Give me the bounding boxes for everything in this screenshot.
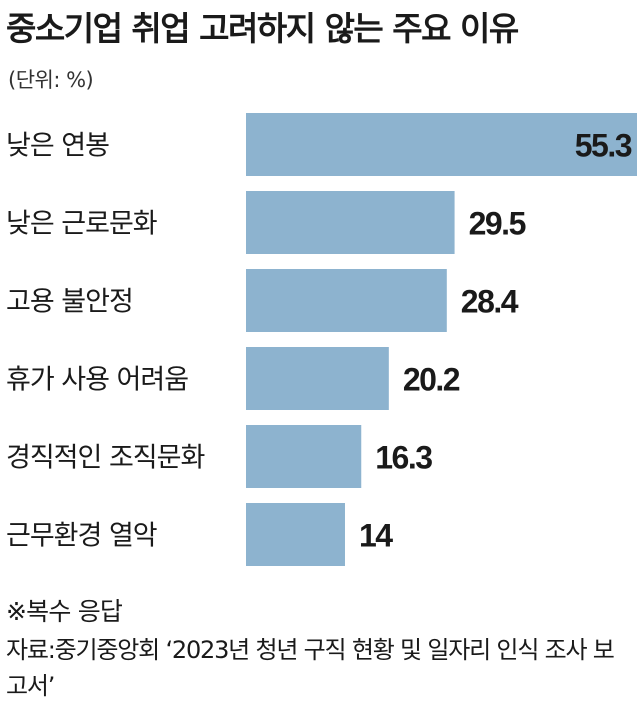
source-note: 자료:중기중앙회 ‘2023년 청년 구직 현황 및 일자리 인식 조사 보고서… (6, 636, 615, 700)
category-label: 낮은 연봉 (6, 131, 109, 162)
value-label: 20.2 (403, 362, 460, 398)
category-label: 낮은 근로문화 (6, 209, 157, 240)
value-label: 55.3 (575, 128, 632, 164)
category-label: 휴가 사용 어려움 (6, 365, 188, 396)
bar (246, 425, 362, 488)
category-label: 경직적인 조직문화 (6, 443, 204, 474)
bar (246, 113, 637, 176)
category-label: 고용 불안정 (6, 287, 133, 318)
unit-label: (단위: %) (8, 68, 94, 92)
value-label: 14 (359, 518, 393, 554)
value-label: 29.5 (469, 206, 526, 242)
value-label: 28.4 (461, 284, 519, 320)
footnote: ※복수 응답 (6, 597, 123, 626)
category-label: 근무환경 열악 (6, 521, 157, 552)
bar-chart: 낮은 연봉 55.3 낮은 근로문화 29.5 고용 불안정 28.4 휴가 사용 어려움 2… (6, 113, 637, 566)
bar (246, 191, 455, 254)
bar (246, 503, 345, 566)
value-label: 16.3 (375, 440, 432, 476)
bar (246, 269, 447, 332)
chart-title: 중소기업 취업 고려하지 않는 주요 이유 (6, 9, 519, 48)
bar (246, 347, 389, 410)
